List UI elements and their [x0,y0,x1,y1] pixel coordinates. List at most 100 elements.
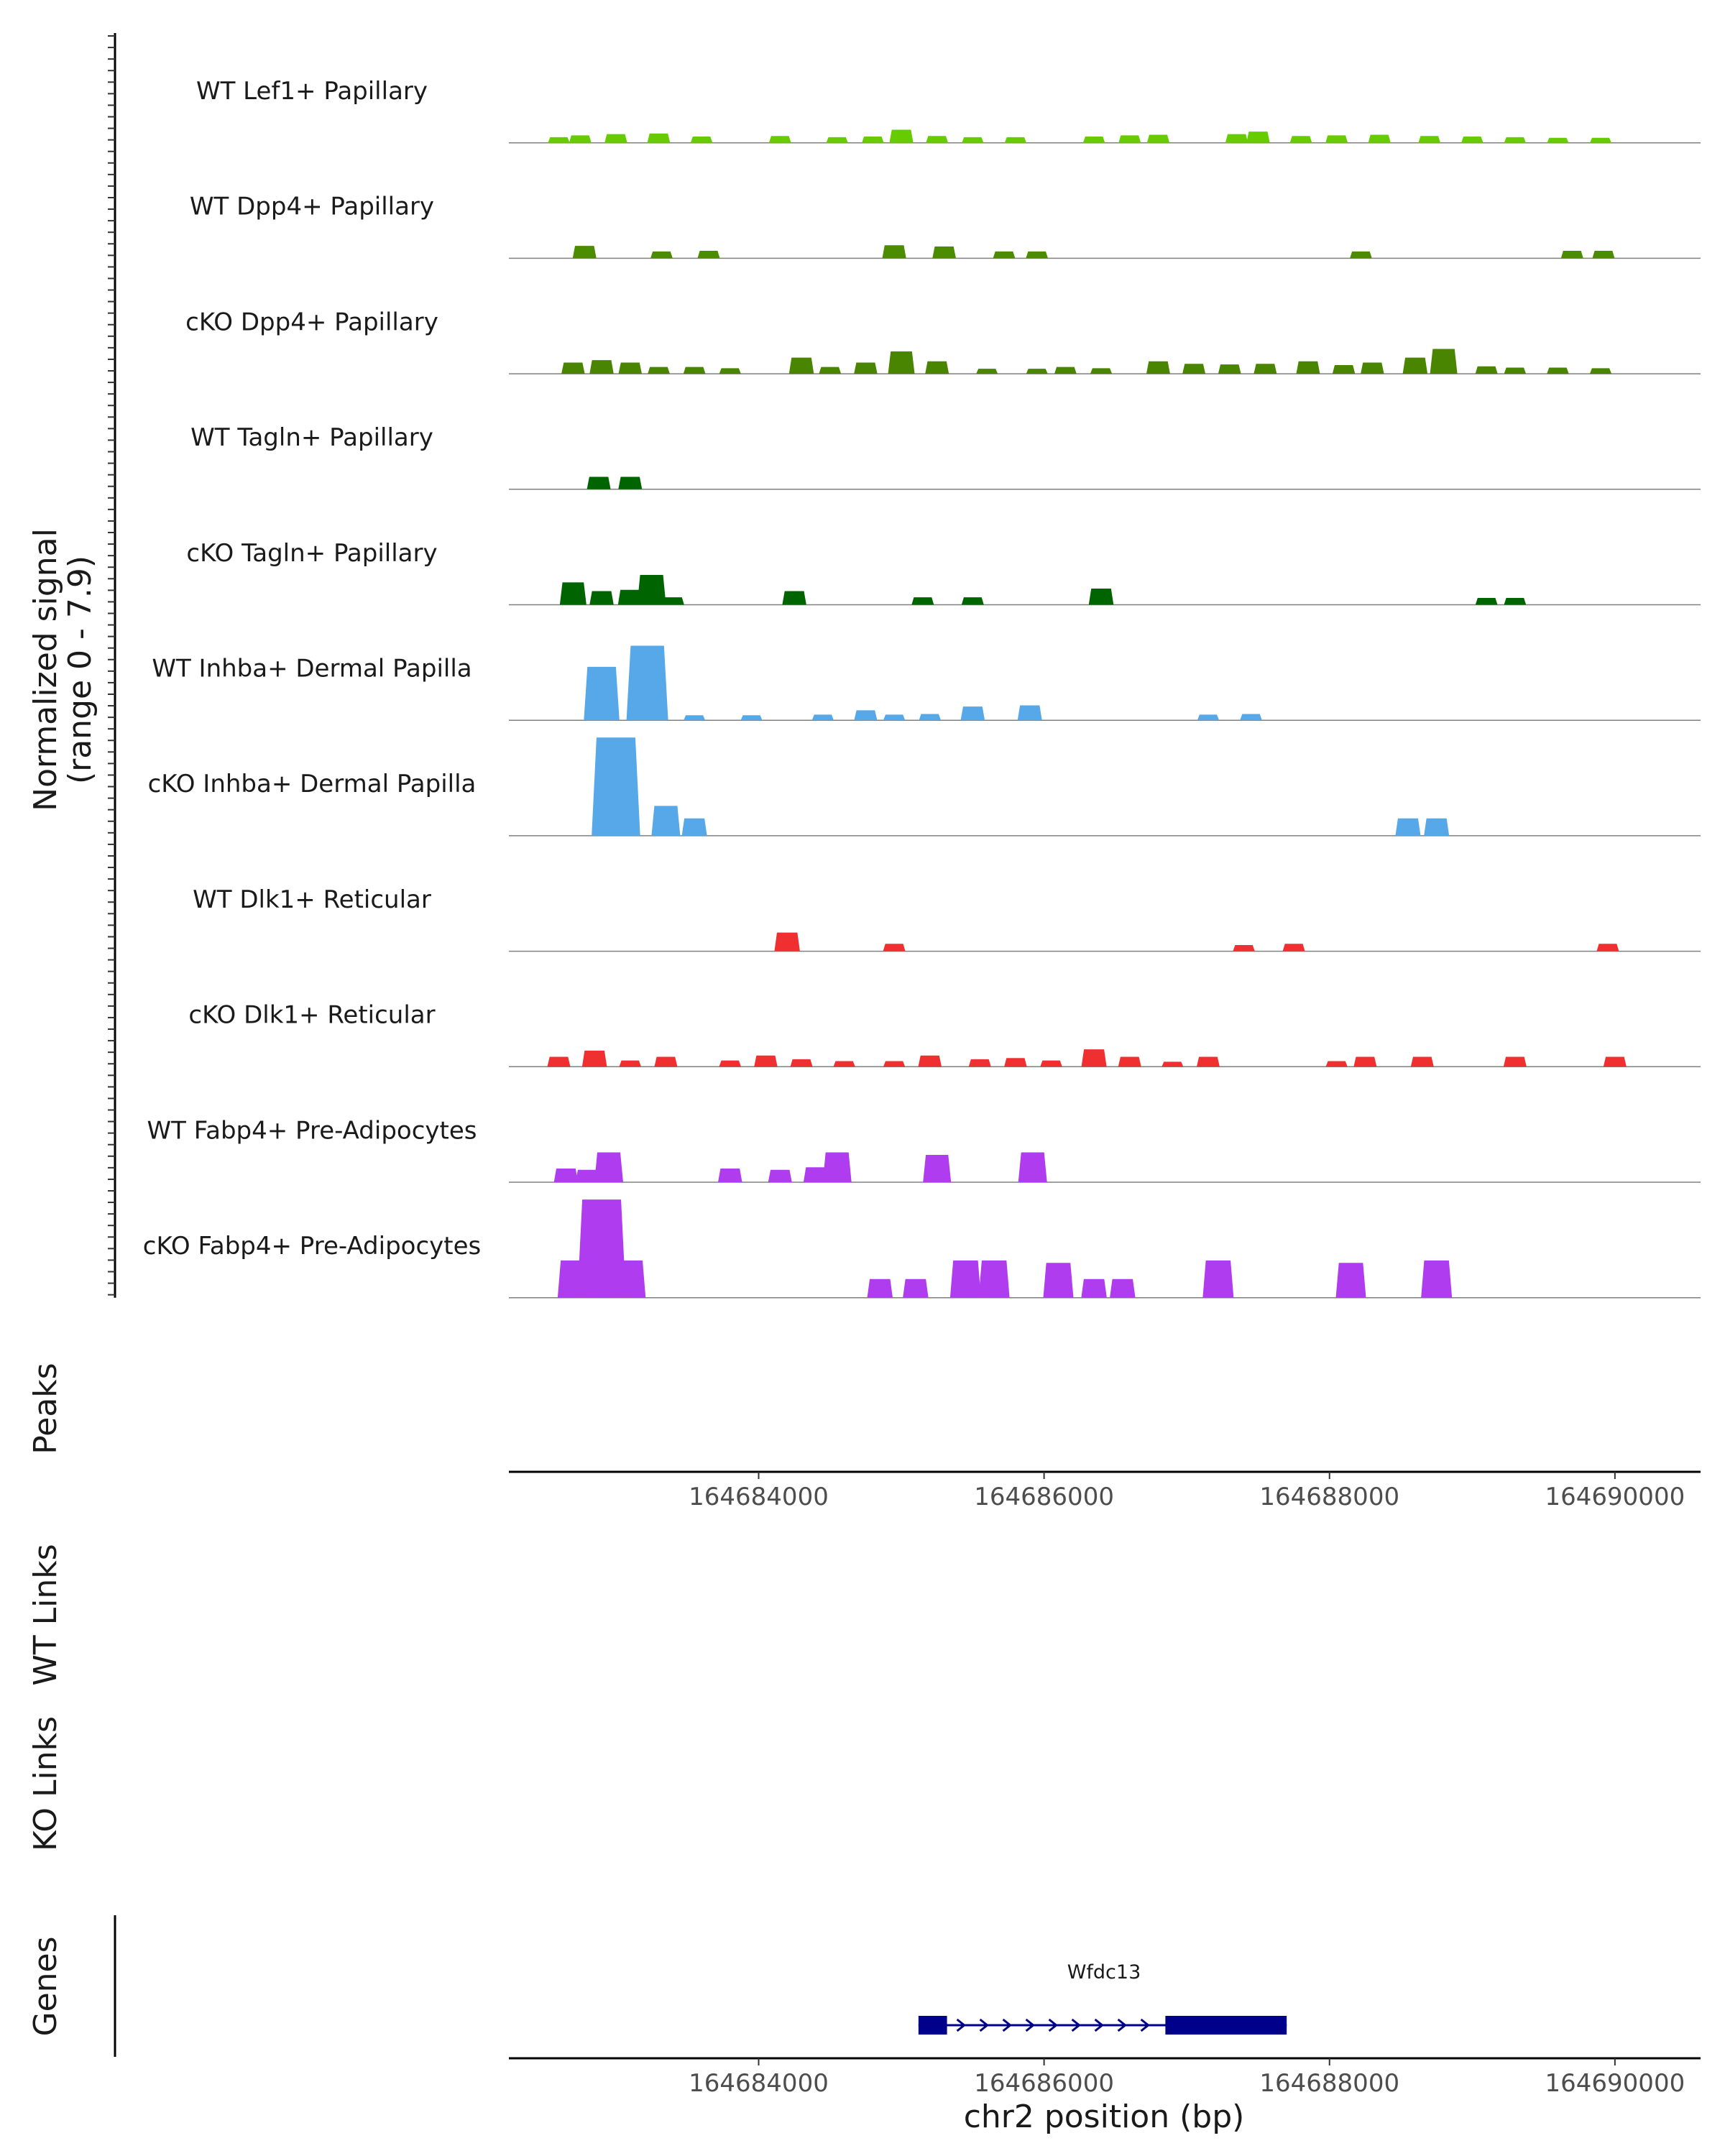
x-tick-label: 164684000 [689,2069,829,2098]
coverage-peak [559,582,586,605]
coverage-peak [968,1059,991,1067]
x-tick-label: 164684000 [689,1483,829,1511]
coverage-peak [548,137,570,143]
coverage-peak [1017,705,1042,721]
coverage-peak [1603,1056,1627,1067]
coverage-peak [690,137,713,143]
coverage-peak [1421,1260,1453,1298]
track-label: WT Tagln+ Papillary [190,423,433,452]
track-label: cKO Inhba+ Dermal Papilla [148,770,477,798]
coverage-peak [903,1279,929,1298]
coverage-peak [1118,135,1141,143]
genes-x-axis: 164684000 164686000 164688000 164690000 [689,2058,1685,2098]
coverage-peak [589,591,614,605]
coverage-peak [1590,137,1612,143]
coverage-peak [811,714,834,721]
coverage-peak [1424,818,1450,836]
gene-strand-arrow [1025,2018,1035,2032]
gene-strand-arrow [1140,2018,1150,2032]
coverage-peak [561,362,585,374]
track-label: cKO Tagln+ Papillary [186,539,437,568]
coverage-peak [589,360,614,374]
coverage-peak [1082,137,1105,143]
coverage-peak [615,1260,646,1298]
track-11: cKO Fabp4+ Pre-Adipocytes [143,1199,1701,1299]
gene-name-label: Wfdc13 [1067,1961,1141,1984]
gene-exon [1165,2016,1287,2035]
track-label: WT Dlk1+ Reticular [193,885,431,914]
coverage-peak [1547,367,1569,374]
coverage-peak [1592,251,1615,259]
coverage-peak [684,715,706,721]
coverage-peak [826,137,848,143]
coverage-peak [1504,137,1526,143]
x-axis-title: chr2 position (bp) [964,2099,1245,2135]
coverage-peak [862,137,884,143]
gene-exon [918,2016,947,2035]
track-label: WT Dpp4+ Papillary [190,193,434,221]
y-axis-title: Normalized signal [27,528,64,811]
coverage-peak [768,136,791,143]
coverage-peak [617,589,643,605]
coverage-peak [683,367,706,374]
coverage-peak [681,818,707,836]
coverage-peak [822,1152,852,1182]
coverage-peak [1361,362,1384,374]
x-tick-label: 164690000 [1545,2069,1685,2098]
track-label: WT Fabp4+ Pre-Adipocytes [147,1116,477,1145]
coverage-peak [577,1199,626,1298]
coverage-peak [647,133,671,143]
coverage-peak [1332,364,1356,374]
coverage-peak [919,714,942,721]
coverage-peak [768,1169,792,1182]
coverage-peak [960,706,985,721]
gene-strand-arrow [1002,2018,1012,2032]
coverage-peak [854,710,878,721]
coverage-peak [1325,1061,1348,1067]
coverage-peak [697,251,720,259]
gene-strand-arrow [1094,2018,1104,2032]
coverage-tracks: WT Lef1+ Papillary WT Dpp4+ Papillary cKO … [143,77,1701,1299]
coverage-peak [962,137,984,143]
coverage-peak [883,1061,906,1067]
coverage-peak [575,1169,599,1182]
x-tick-label: 164688000 [1259,2069,1399,2098]
gene-strand-arrow [1071,2018,1081,2032]
genes-panel-label: Genes [27,1936,64,2036]
coverage-peak [923,1154,952,1182]
track-9: cKO Dlk1+ Reticular [188,1001,1701,1068]
coverage-peak [882,245,906,259]
coverage-peak [754,1055,778,1067]
coverage-peak [1504,367,1527,374]
coverage-peak [1110,1279,1136,1298]
coverage-peak [782,591,806,605]
coverage-peak [618,362,643,374]
coverage-peak [719,368,741,374]
coverage-peak [889,129,914,143]
coverage-peak [1182,364,1206,374]
coverage-peak [925,361,949,374]
coverage-peak [1026,251,1049,259]
coverage-peak [1368,134,1391,143]
coverage-peak [1560,251,1583,259]
coverage-peak [1197,714,1220,721]
coverage-peak [1430,349,1458,374]
coverage-peak [592,737,640,836]
coverage-peak [1018,1152,1047,1182]
coverage-peak [949,1260,981,1298]
x-tick-label: 164688000 [1259,1483,1399,1511]
track-5: cKO Tagln+ Papillary [186,539,1701,606]
coverage-peak [1350,251,1372,259]
track-label: WT Inhba+ Dermal Papilla [152,655,472,683]
coverage-peak [1325,135,1348,143]
coverage-peak [1254,364,1277,374]
coverage-peak [1118,1056,1141,1067]
track-label: WT Lef1+ Papillary [196,77,428,106]
coverage-peak [833,1061,855,1067]
coverage-peak [1146,361,1170,374]
x-tick-label: 164686000 [974,1483,1114,1511]
coverage-peak [1504,597,1527,605]
coverage-peak [993,251,1016,259]
gene-strand-arrow [1048,2018,1058,2032]
